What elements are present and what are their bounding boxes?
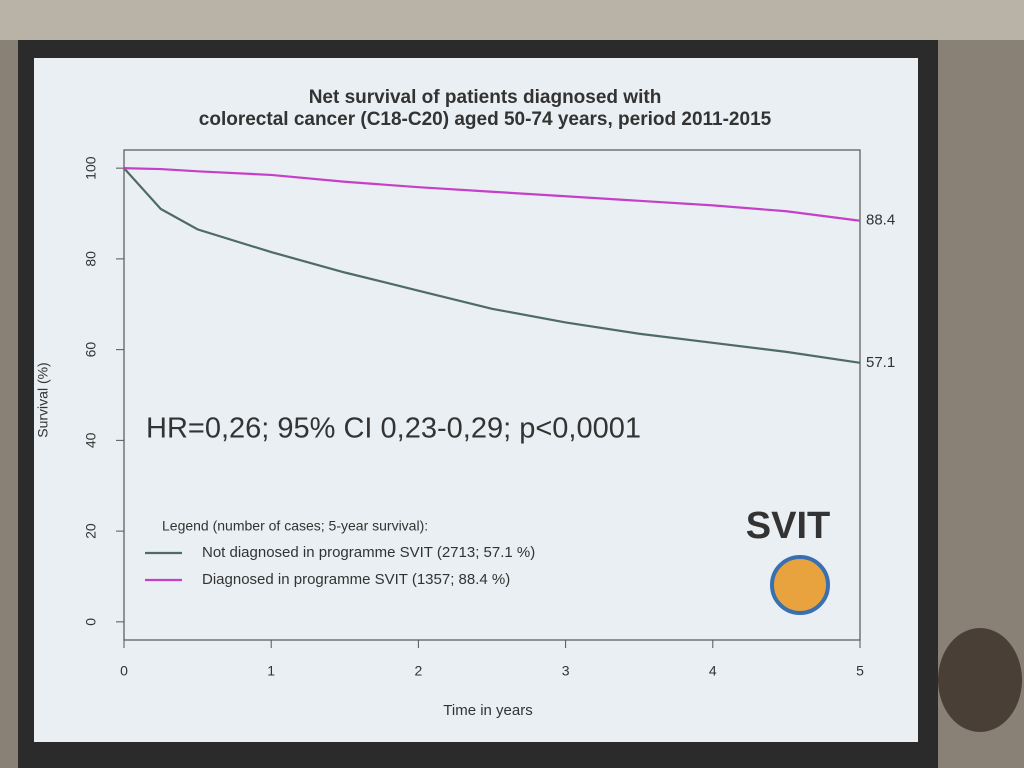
- series-line: [123, 167, 861, 222]
- annotation: HR=0,26; 95% CI 0,23-0,29; p<0,0001: [146, 413, 641, 445]
- ceiling: [0, 0, 1024, 40]
- y-tick-label: 40: [83, 432, 99, 448]
- chart-title: colorectal cancer (C18-C20) aged 50-74 y…: [199, 109, 772, 130]
- y-tick-label: 20: [83, 523, 99, 539]
- plot-box: [123, 149, 861, 641]
- y-tick-label: 80: [83, 251, 99, 267]
- end-label: 88.4: [866, 212, 895, 229]
- x-axis-label: Time in years: [443, 702, 532, 719]
- x-tick-label: 0: [120, 663, 128, 679]
- chart-title: Net survival of patients diagnosed with: [309, 87, 662, 108]
- y-tick-label: 60: [83, 342, 99, 358]
- y-axis-label: Survival (%): [35, 362, 51, 437]
- legend-label: Not diagnosed in programme SVIT (2713; 5…: [202, 544, 535, 561]
- logo-figure: [770, 555, 830, 615]
- x-tick-label: 5: [856, 663, 864, 679]
- x-tick-label: 3: [562, 663, 570, 679]
- legend-label: Diagnosed in programme SVIT (1357; 88.4 …: [202, 571, 510, 588]
- legend-title: Legend (number of cases; 5-year survival…: [162, 518, 428, 534]
- slide: [34, 58, 918, 742]
- logo: SVIT: [746, 505, 830, 547]
- x-tick-label: 2: [415, 663, 423, 679]
- presenter: [938, 628, 1022, 732]
- y-tick-label: 100: [83, 156, 99, 180]
- x-tick-label: 4: [709, 663, 717, 679]
- series-line: [123, 167, 861, 364]
- x-tick-label: 1: [267, 663, 275, 679]
- y-tick-label: 0: [83, 618, 99, 626]
- end-label: 57.1: [866, 354, 895, 371]
